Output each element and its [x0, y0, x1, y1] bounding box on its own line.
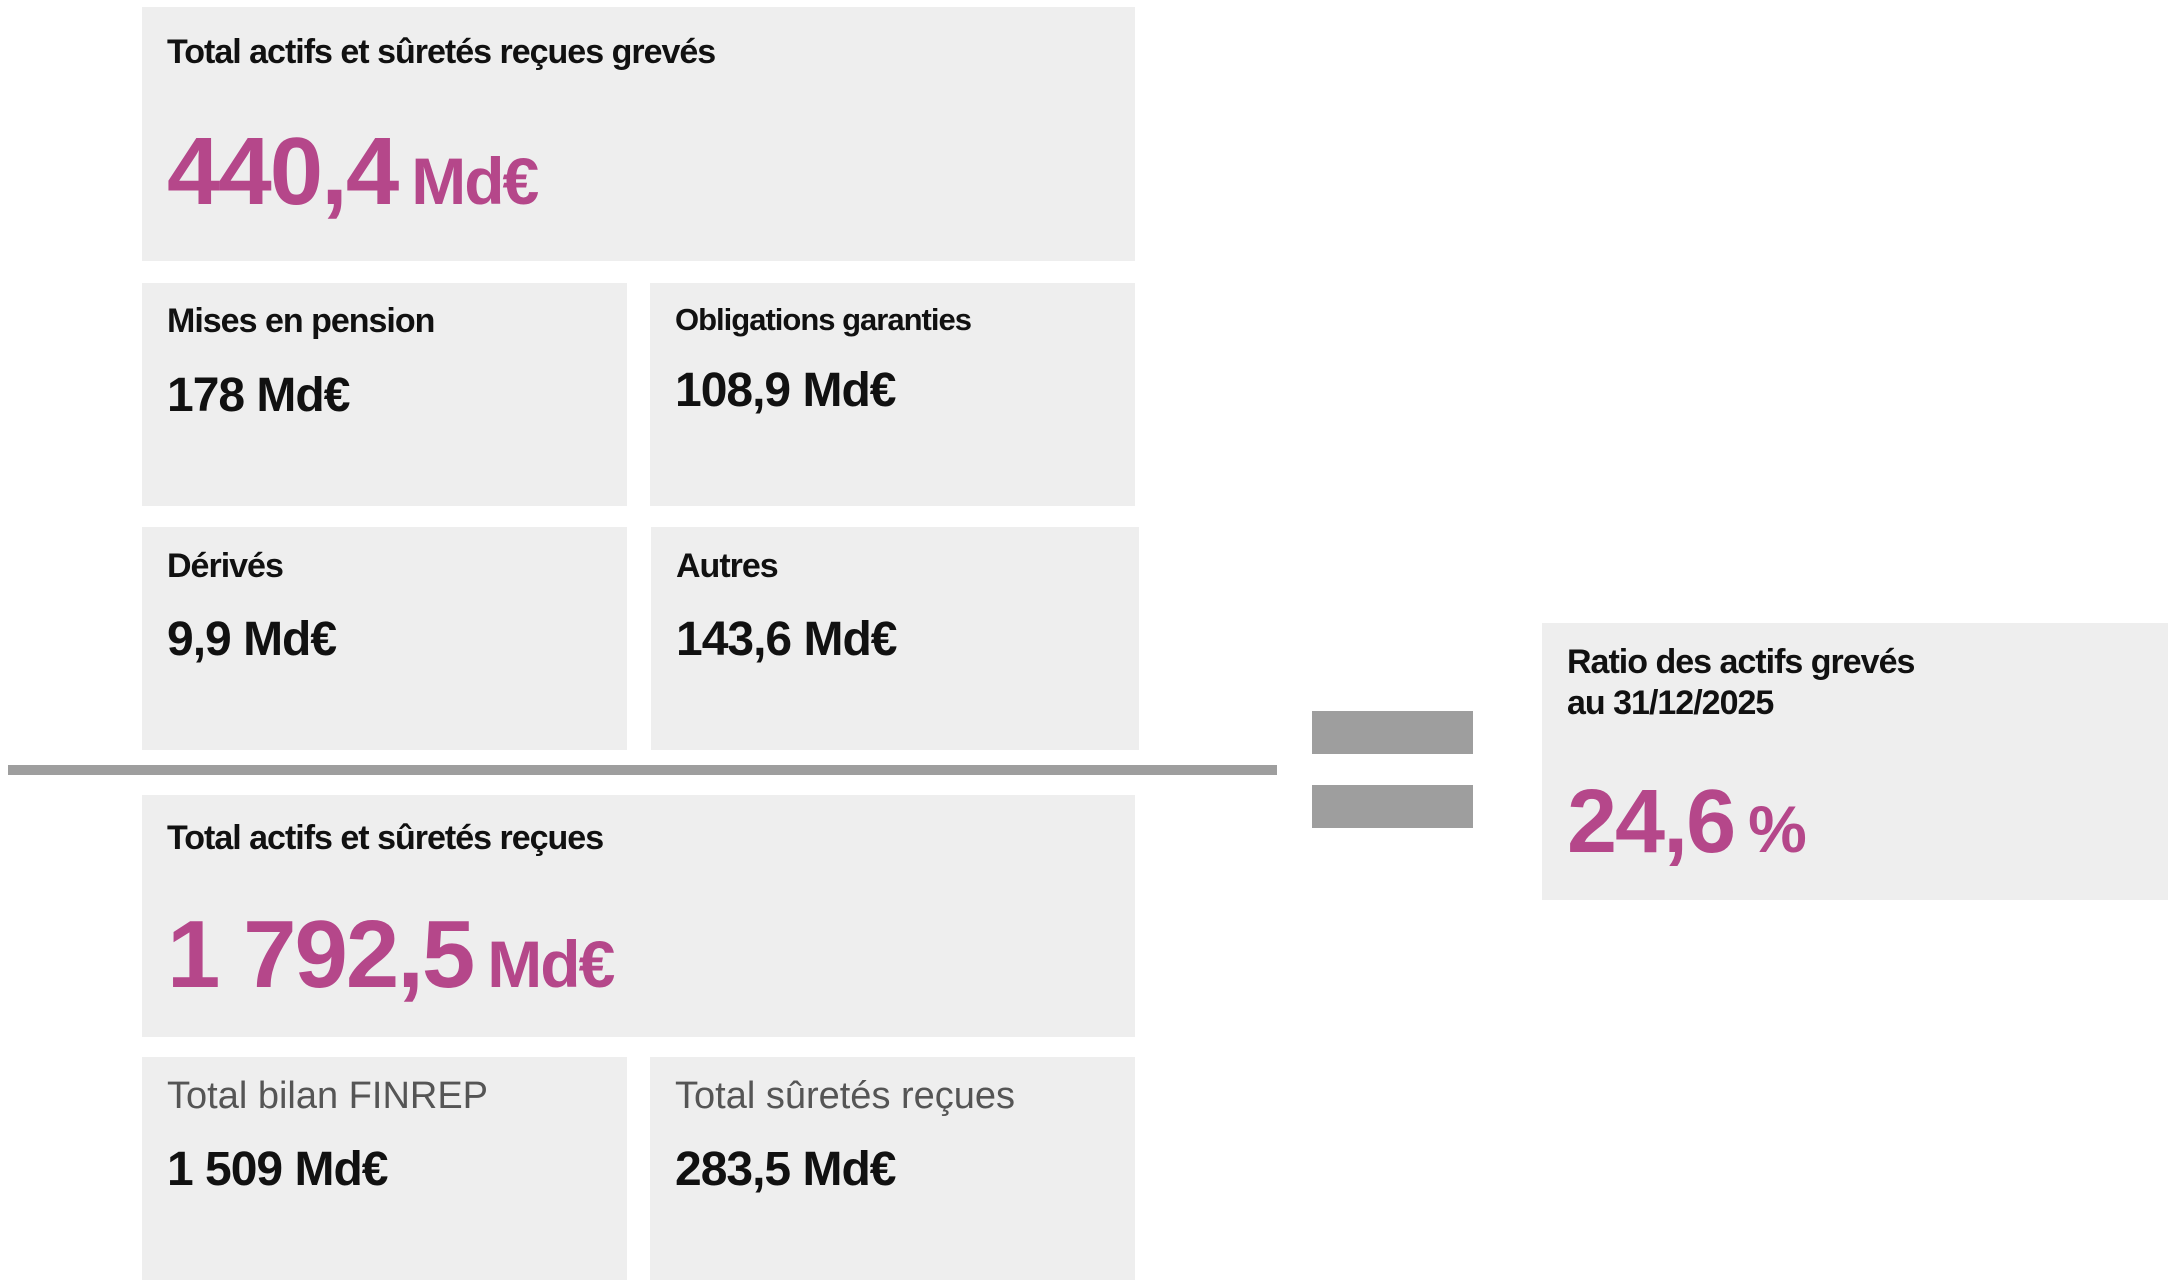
- total-assets-number: 1 792,5: [167, 901, 475, 1008]
- encumbered-total-number: 440,4: [167, 118, 399, 225]
- ratio-unit: %: [1748, 792, 1807, 866]
- equals-sign-bottom-bar: [1312, 785, 1473, 828]
- others-value: 143,6 Md€: [676, 613, 897, 666]
- total-assets-value: 1 792,5 Md€: [167, 900, 615, 1010]
- repo-label: Mises en pension: [167, 302, 435, 340]
- collateral-received-label: Total sûretés reçues: [675, 1075, 1016, 1117]
- total-assets-unit: Md€: [487, 927, 615, 1001]
- finrep-value: 1 509 Md€: [167, 1143, 388, 1196]
- derivatives-value: 9,9 Md€: [167, 613, 337, 666]
- finrep-label: Total bilan FINREP: [167, 1075, 489, 1117]
- total-assets-title: Total actifs et sûretés reçues: [167, 819, 604, 857]
- covered-bonds-value: 108,9 Md€: [675, 364, 896, 417]
- repo-value: 178 Md€: [167, 369, 350, 422]
- encumbered-total-card: Total actifs et sûretés reçues grevés 44…: [142, 7, 1135, 261]
- collateral-received-value: 283,5 Md€: [675, 1143, 896, 1196]
- ratio-value: 24,6%: [1567, 771, 1807, 874]
- encumbered-total-value: 440,4 Md€: [167, 117, 539, 227]
- total-assets-card: Total actifs et sûretés reçues 1 792,5 Md…: [142, 795, 1135, 1037]
- derivatives-card: Dérivés 9,9 Md€: [142, 527, 627, 750]
- encumbered-total-title: Total actifs et sûretés reçues grevés: [167, 33, 716, 71]
- ratio-number: 24,6: [1567, 772, 1736, 872]
- finrep-card: Total bilan FINREP 1 509 Md€: [142, 1057, 627, 1280]
- derivatives-label: Dérivés: [167, 547, 284, 585]
- covered-bonds-label: Obligations garanties: [675, 302, 972, 337]
- ratio-title-line1: Ratio des actifs grevés: [1567, 643, 1915, 681]
- collateral-received-card: Total sûretés reçues 283,5 Md€: [650, 1057, 1135, 1280]
- ratio-card: Ratio des actifs grevés au 31/12/2025 24…: [1542, 623, 2168, 900]
- ratio-title-line2: au 31/12/2025: [1567, 684, 1774, 722]
- repo-card: Mises en pension 178 Md€: [142, 283, 627, 506]
- others-label: Autres: [676, 547, 779, 585]
- equals-sign-top-bar: [1312, 711, 1473, 754]
- encumbered-total-unit: Md€: [411, 144, 539, 218]
- fraction-divider: [8, 765, 1277, 775]
- others-card: Autres 143,6 Md€: [651, 527, 1139, 750]
- covered-bonds-card: Obligations garanties 108,9 Md€: [650, 283, 1135, 506]
